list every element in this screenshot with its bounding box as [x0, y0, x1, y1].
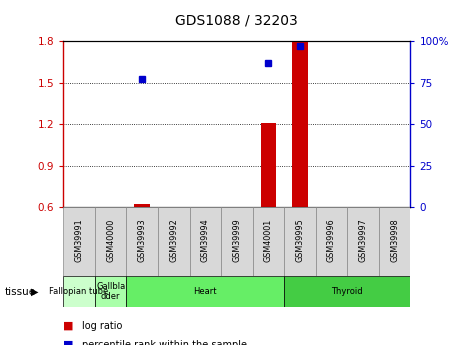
Text: ■: ■	[63, 321, 74, 331]
Bar	[284, 207, 316, 276]
Text: GSM39991: GSM39991	[75, 218, 83, 262]
Text: Gallbla
dder: Gallbla dder	[96, 282, 125, 301]
Bar	[253, 207, 284, 276]
Bar	[189, 207, 221, 276]
Text: Heart: Heart	[194, 287, 217, 296]
Text: ▶: ▶	[31, 287, 39, 296]
Bar	[260, 123, 276, 207]
Bar	[127, 207, 158, 276]
Bar	[292, 41, 308, 207]
Text: ■: ■	[63, 340, 74, 345]
Bar	[95, 207, 127, 276]
Bar	[221, 207, 253, 276]
Text: GSM39998: GSM39998	[390, 218, 399, 262]
Text: GSM40000: GSM40000	[106, 218, 115, 262]
Text: GSM39995: GSM39995	[295, 218, 304, 262]
Bar	[316, 207, 347, 276]
Text: Thyroid: Thyroid	[332, 287, 363, 296]
Bar	[158, 207, 189, 276]
Bar	[63, 276, 95, 307]
Bar	[95, 276, 127, 307]
Text: GSM39992: GSM39992	[169, 218, 178, 262]
Text: GSM39996: GSM39996	[327, 218, 336, 262]
Text: GDS1088 / 32203: GDS1088 / 32203	[175, 14, 298, 28]
Text: percentile rank within the sample: percentile rank within the sample	[82, 340, 247, 345]
Bar	[134, 204, 150, 207]
Text: Fallopian tube: Fallopian tube	[49, 287, 109, 296]
Text: log ratio: log ratio	[82, 321, 122, 331]
Bar	[63, 207, 95, 276]
Bar	[347, 207, 379, 276]
Text: GSM39997: GSM39997	[358, 218, 368, 262]
Bar	[284, 276, 410, 307]
Text: GSM39999: GSM39999	[232, 218, 242, 262]
Text: GSM39994: GSM39994	[201, 218, 210, 262]
Bar	[379, 207, 410, 276]
Text: GSM40001: GSM40001	[264, 218, 273, 262]
Text: GSM39993: GSM39993	[138, 218, 147, 262]
Text: tissue: tissue	[5, 287, 36, 296]
Bar	[127, 276, 284, 307]
